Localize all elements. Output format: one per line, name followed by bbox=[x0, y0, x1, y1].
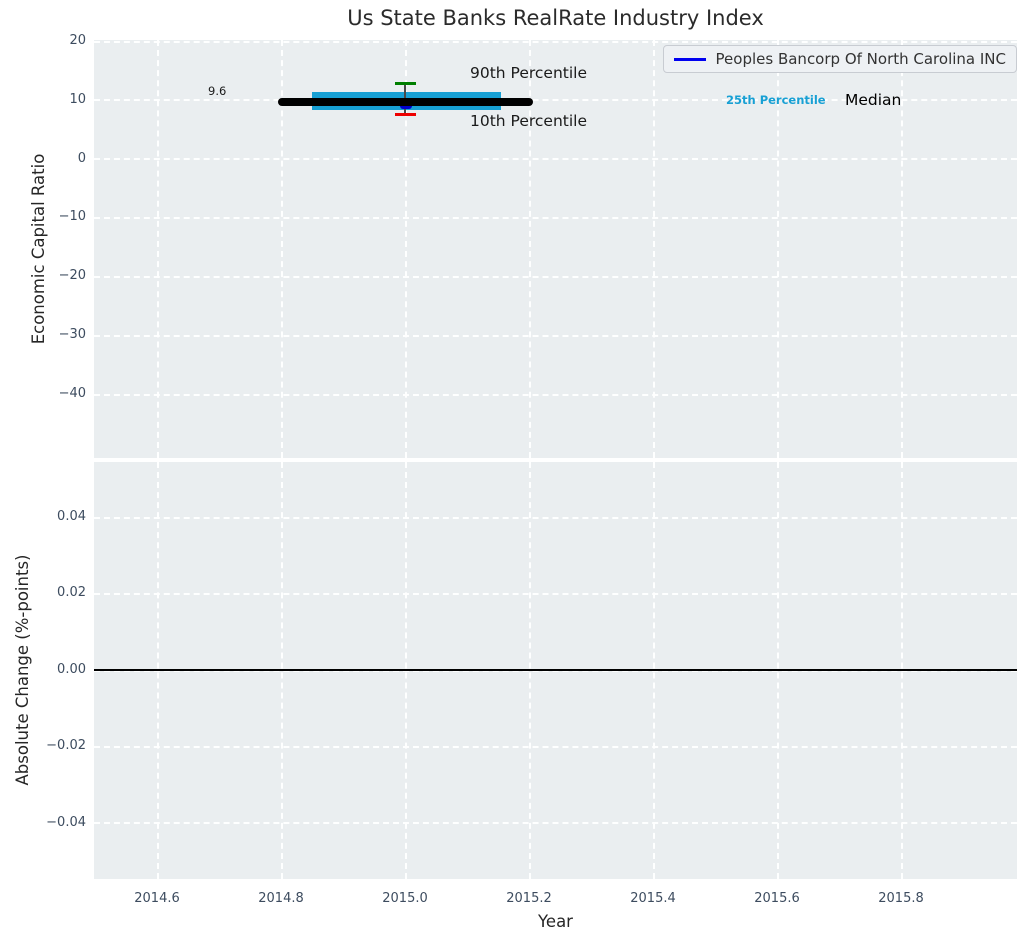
x-tick: 2015.8 bbox=[878, 891, 924, 906]
y-tick: −40 bbox=[58, 386, 86, 401]
gridline bbox=[94, 746, 1017, 748]
y-tick: 0.00 bbox=[57, 662, 86, 677]
y-tick: 0.04 bbox=[57, 509, 86, 524]
top-plot-area: 9.6 90th Percentile 10th Percentile 25th… bbox=[94, 40, 1017, 458]
y-tick: −0.04 bbox=[46, 815, 86, 830]
x-tick: 2015.0 bbox=[382, 891, 428, 906]
gridline bbox=[157, 40, 159, 458]
x-tick: 2014.6 bbox=[134, 891, 180, 906]
gridline bbox=[94, 217, 1017, 219]
gridline bbox=[94, 99, 1017, 101]
y-tick: 0 bbox=[77, 151, 86, 166]
gridline bbox=[94, 276, 1017, 278]
x-tick: 2014.8 bbox=[258, 891, 304, 906]
gridline bbox=[94, 158, 1017, 160]
x-tick: 2015.2 bbox=[506, 891, 552, 906]
y-tick: −0.02 bbox=[46, 738, 86, 753]
y-tick: 0.02 bbox=[57, 585, 86, 600]
median-value-label: 9.6 bbox=[208, 84, 227, 98]
y-axis-label-bottom: Absolute Change (%-points) bbox=[13, 554, 32, 786]
zero-change-line bbox=[94, 669, 1017, 671]
gridline bbox=[94, 517, 1017, 519]
gridline bbox=[94, 335, 1017, 337]
median-label: Median bbox=[845, 91, 902, 109]
x-axis-label: Year bbox=[538, 912, 573, 931]
percentile-90-cap bbox=[395, 82, 416, 85]
median-line bbox=[278, 98, 533, 106]
legend-line-swatch bbox=[673, 57, 706, 61]
percentile-10-cap bbox=[395, 113, 416, 116]
gridline bbox=[94, 670, 1017, 672]
gridline bbox=[281, 40, 283, 458]
legend-label: Peoples Bancorp Of North Carolina INC bbox=[715, 50, 1006, 68]
y-axis-label-top: Economic Capital Ratio bbox=[29, 153, 48, 345]
gridline bbox=[529, 40, 531, 458]
gridline bbox=[901, 40, 903, 458]
y-tick: −30 bbox=[58, 327, 86, 342]
y-tick: 10 bbox=[69, 92, 86, 107]
x-tick: 2015.6 bbox=[754, 891, 800, 906]
y-tick: 20 bbox=[69, 33, 86, 48]
percentile-90-label: 90th Percentile bbox=[470, 64, 588, 82]
percentile-10-label: 10th Percentile bbox=[470, 112, 588, 130]
legend: Peoples Bancorp Of North Carolina INC bbox=[662, 45, 1017, 73]
percentile-25-label: 25th Percentile bbox=[726, 93, 826, 107]
gridline bbox=[777, 40, 779, 458]
gridline bbox=[405, 40, 407, 458]
y-tick: −20 bbox=[58, 268, 86, 283]
y-tick: −10 bbox=[58, 209, 86, 224]
chart-title: Us State Banks RealRate Industry Index bbox=[347, 6, 764, 30]
gridline bbox=[94, 41, 1017, 43]
gridline bbox=[94, 593, 1017, 595]
gridline bbox=[653, 40, 655, 458]
gridline bbox=[94, 394, 1017, 396]
gridline bbox=[94, 822, 1017, 824]
x-tick: 2015.4 bbox=[630, 891, 676, 906]
bottom-plot-area bbox=[94, 462, 1017, 879]
